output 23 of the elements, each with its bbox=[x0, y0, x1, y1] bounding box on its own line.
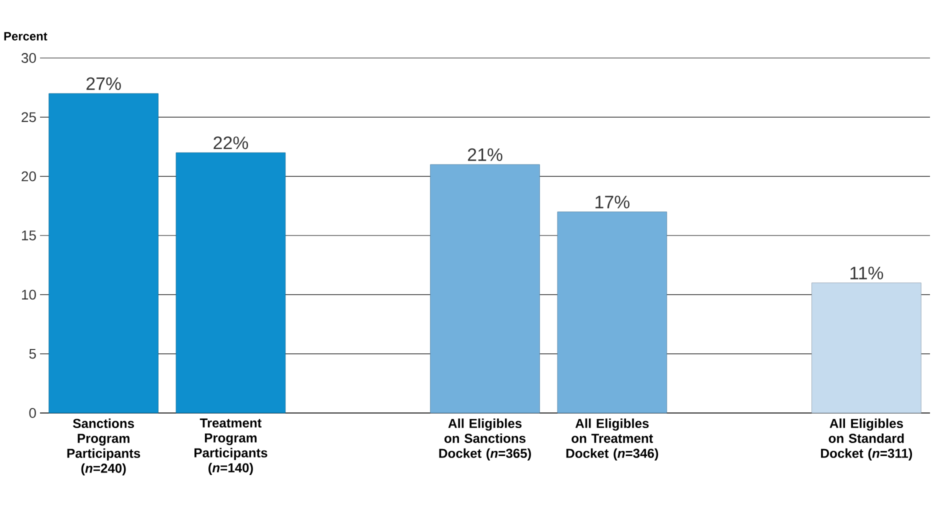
data-label: 22% bbox=[214, 136, 248, 150]
data-label: 11% bbox=[850, 266, 884, 280]
y-tick-label: 20 bbox=[22, 171, 36, 182]
x-tick-label: Treatment Program Participants (n=140) bbox=[194, 418, 268, 475]
y-tick-label: 0 bbox=[29, 408, 36, 418]
y-tick-label: 30 bbox=[21, 53, 36, 63]
y-tick-label: 5 bbox=[29, 348, 36, 359]
y-tick-label: 25 bbox=[22, 112, 36, 122]
bar bbox=[48, 93, 158, 414]
bar bbox=[557, 212, 668, 414]
bar bbox=[176, 152, 286, 414]
x-tick-label: All Eligibles on Treatment Docket (n=346) bbox=[566, 418, 658, 460]
data-label: 27% bbox=[86, 77, 121, 90]
y-tick-label: 15 bbox=[22, 230, 36, 240]
bar bbox=[430, 164, 540, 414]
data-label: 17% bbox=[596, 196, 630, 208]
data-label: 21% bbox=[468, 148, 502, 161]
x-tick-label: All Eligibles on Standard Docket (n=311) bbox=[821, 418, 912, 460]
x-tick-label: Sanctions Program Participants (n=240) bbox=[67, 418, 140, 476]
x-tick-label: All Eligibles on Sanctions Docket (n=365) bbox=[439, 418, 531, 460]
bar bbox=[812, 282, 922, 414]
y-tick-label: 10 bbox=[22, 290, 36, 300]
y-axis-title: Percent bbox=[4, 32, 48, 40]
